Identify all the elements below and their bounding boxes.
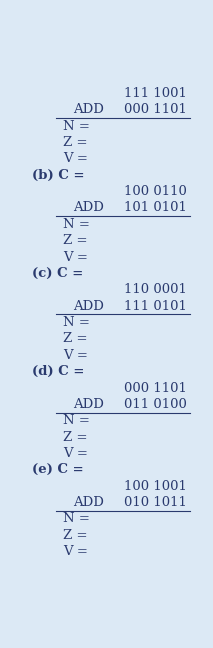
Text: 000 1101: 000 1101	[124, 103, 187, 116]
Text: V =: V =	[63, 152, 88, 165]
Text: 000 1101: 000 1101	[124, 382, 187, 395]
Text: N =: N =	[63, 513, 90, 526]
Text: Z =: Z =	[63, 234, 88, 248]
Text: N =: N =	[63, 120, 90, 133]
Text: 111 1001: 111 1001	[124, 87, 187, 100]
Text: ADD: ADD	[73, 202, 104, 214]
Text: ADD: ADD	[73, 103, 104, 116]
Text: V =: V =	[63, 447, 88, 460]
Text: (d) C =: (d) C =	[32, 365, 84, 378]
Text: (c) C =: (c) C =	[32, 267, 83, 280]
Text: N =: N =	[63, 414, 90, 427]
Text: Z =: Z =	[63, 529, 88, 542]
Text: Z =: Z =	[63, 136, 88, 149]
Text: Z =: Z =	[63, 431, 88, 444]
Text: N =: N =	[63, 218, 90, 231]
Text: 101 0101: 101 0101	[124, 202, 187, 214]
Text: 100 1001: 100 1001	[124, 480, 187, 492]
Text: V =: V =	[63, 545, 88, 558]
Text: 011 0100: 011 0100	[124, 398, 187, 411]
Text: ADD: ADD	[73, 398, 104, 411]
Text: ADD: ADD	[73, 496, 104, 509]
Text: (b) C =: (b) C =	[32, 168, 84, 181]
Text: N =: N =	[63, 316, 90, 329]
Text: V =: V =	[63, 349, 88, 362]
Text: 100 0110: 100 0110	[124, 185, 187, 198]
Text: ADD: ADD	[73, 299, 104, 313]
Text: 111 0101: 111 0101	[124, 299, 187, 313]
Text: (e) C =: (e) C =	[32, 463, 83, 476]
Text: 110 0001: 110 0001	[124, 283, 187, 296]
Text: V =: V =	[63, 251, 88, 264]
Text: 010 1011: 010 1011	[124, 496, 187, 509]
Text: Z =: Z =	[63, 332, 88, 345]
